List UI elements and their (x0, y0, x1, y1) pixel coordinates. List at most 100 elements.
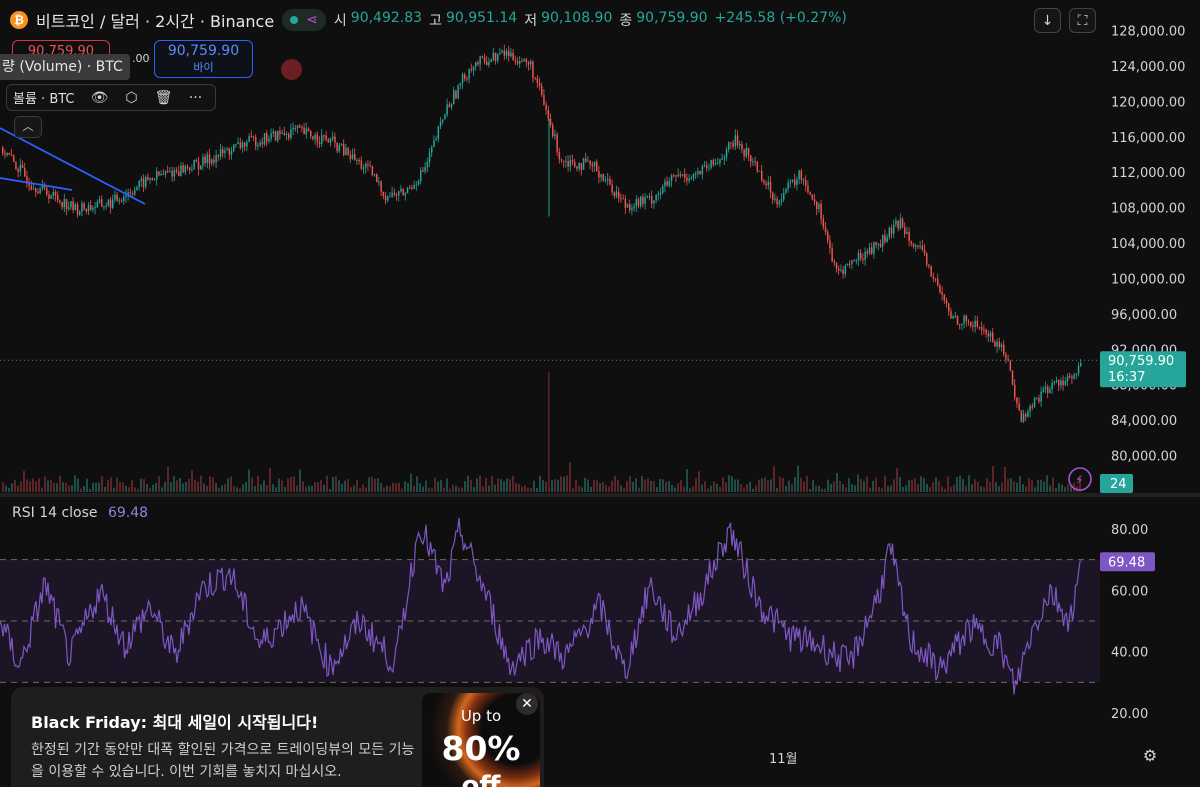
volume-bar (1028, 477, 1030, 492)
promo-close-icon[interactable]: ✕ (516, 693, 538, 715)
candle-body (824, 227, 827, 233)
volume-bar (218, 487, 220, 492)
symbol-title[interactable]: 비트코인 / 달러 · 2시간 · Binance (36, 12, 275, 31)
candle-body (329, 138, 332, 143)
candle-body (314, 134, 316, 140)
volume-bar (671, 484, 673, 492)
fullscreen-button[interactable]: ⛶ (1069, 8, 1096, 33)
candle-body (492, 52, 495, 60)
volume-bar (206, 485, 208, 492)
rsi-legend[interactable]: RSI 14 close 69.48 (12, 505, 148, 521)
candle-body (996, 341, 998, 347)
volume-bar (923, 478, 925, 492)
volume-bar (227, 478, 229, 492)
buy-button[interactable]: 90,759.90 바이 (154, 40, 253, 78)
volume-bar (995, 482, 997, 492)
volume-bar (80, 488, 82, 492)
candle-body (428, 152, 431, 163)
bitcoin-icon[interactable]: ₿ (10, 11, 28, 29)
candle-body (162, 173, 165, 175)
candle-body (444, 114, 446, 120)
volume-bar (713, 481, 715, 492)
candle-body (171, 171, 173, 177)
candle-body (351, 154, 354, 159)
volume-bar (1013, 481, 1015, 492)
volume-bar (818, 485, 820, 492)
volume-bar (566, 475, 568, 492)
candle-body (402, 188, 404, 196)
candle-body (134, 189, 136, 195)
download-button[interactable]: ↓ (1034, 8, 1061, 33)
promo-badge-up-to: Up to (460, 707, 502, 725)
candle-body (899, 218, 902, 229)
trash-icon[interactable]: 🗑 (154, 89, 173, 106)
candle-body (15, 161, 17, 170)
black-friday-promo[interactable]: Black Friday: 최대 세일이 시작됩니다! 한정된 기간 동안만 대… (11, 687, 544, 787)
share-icon[interactable]: ⋖ (306, 12, 318, 28)
candle-body (299, 125, 301, 128)
candle-body (1005, 354, 1007, 360)
alert-lightning-glyph: ⚡ (1075, 473, 1083, 487)
candle-body (534, 77, 536, 79)
candle-body (820, 203, 822, 219)
volume-bar (419, 483, 421, 492)
volume-bar (521, 486, 523, 492)
candle-body (730, 142, 732, 144)
promo-badge-image[interactable]: Up to 80% off (422, 693, 540, 787)
volume-bar (953, 484, 955, 492)
volume-bar (695, 477, 697, 492)
volume-bar (728, 475, 730, 492)
candle-body (191, 169, 193, 171)
settings-icon[interactable]: ⬡ (125, 89, 138, 106)
collapse-legend-button[interactable]: ︿ (14, 116, 42, 138)
candle-body (954, 316, 957, 318)
candle-body (96, 201, 99, 208)
volume-bar (47, 480, 49, 492)
candle-body (235, 143, 237, 145)
volume-bar (617, 479, 619, 492)
candle-body (948, 303, 950, 312)
candle-body (765, 183, 767, 186)
candle-body (1029, 405, 1031, 412)
candle-body (710, 160, 712, 168)
volume-bar (128, 487, 130, 492)
candle-body (360, 160, 363, 169)
volume-bar (197, 481, 199, 492)
sell-button[interactable]: 90,759.90 (12, 40, 110, 55)
candle-body (202, 156, 204, 166)
volume-bar (506, 478, 508, 492)
volume-bar (146, 483, 148, 492)
live-status-pill[interactable]: ⋖ (282, 9, 326, 31)
candle-body (195, 160, 198, 162)
candle-body (915, 245, 917, 247)
candle-body (871, 247, 873, 254)
rsi-axis-tick: 20.00 (1111, 707, 1148, 722)
volume-bar (557, 479, 559, 492)
volume-bar (689, 488, 691, 492)
indicator-name[interactable]: 볼륨 · BTC (13, 92, 75, 107)
recording-dot-icon[interactable] (281, 59, 302, 80)
chart-settings-gear-icon[interactable]: ⚙ (1142, 746, 1158, 765)
volume-bar (410, 473, 412, 492)
volume-value-bg (1100, 474, 1133, 493)
volume-bar (1031, 480, 1033, 492)
volume-bar (911, 479, 913, 492)
candle-body (1062, 380, 1064, 386)
candle-body (690, 177, 693, 179)
candle-body (147, 176, 149, 180)
candle-body (805, 179, 807, 186)
volume-bar (644, 479, 646, 492)
rsi-value-label-bg (1100, 552, 1155, 572)
candle-body (963, 315, 965, 324)
volume-bar (737, 479, 739, 492)
volume-bar (464, 481, 466, 492)
candle-body (921, 245, 924, 250)
eye-icon[interactable]: 👁 (90, 89, 109, 106)
candle-body (193, 160, 195, 170)
candle-body (395, 194, 398, 196)
volume-bar (374, 478, 376, 492)
more-icon[interactable]: ··· (188, 89, 203, 106)
candle-body (475, 61, 477, 67)
